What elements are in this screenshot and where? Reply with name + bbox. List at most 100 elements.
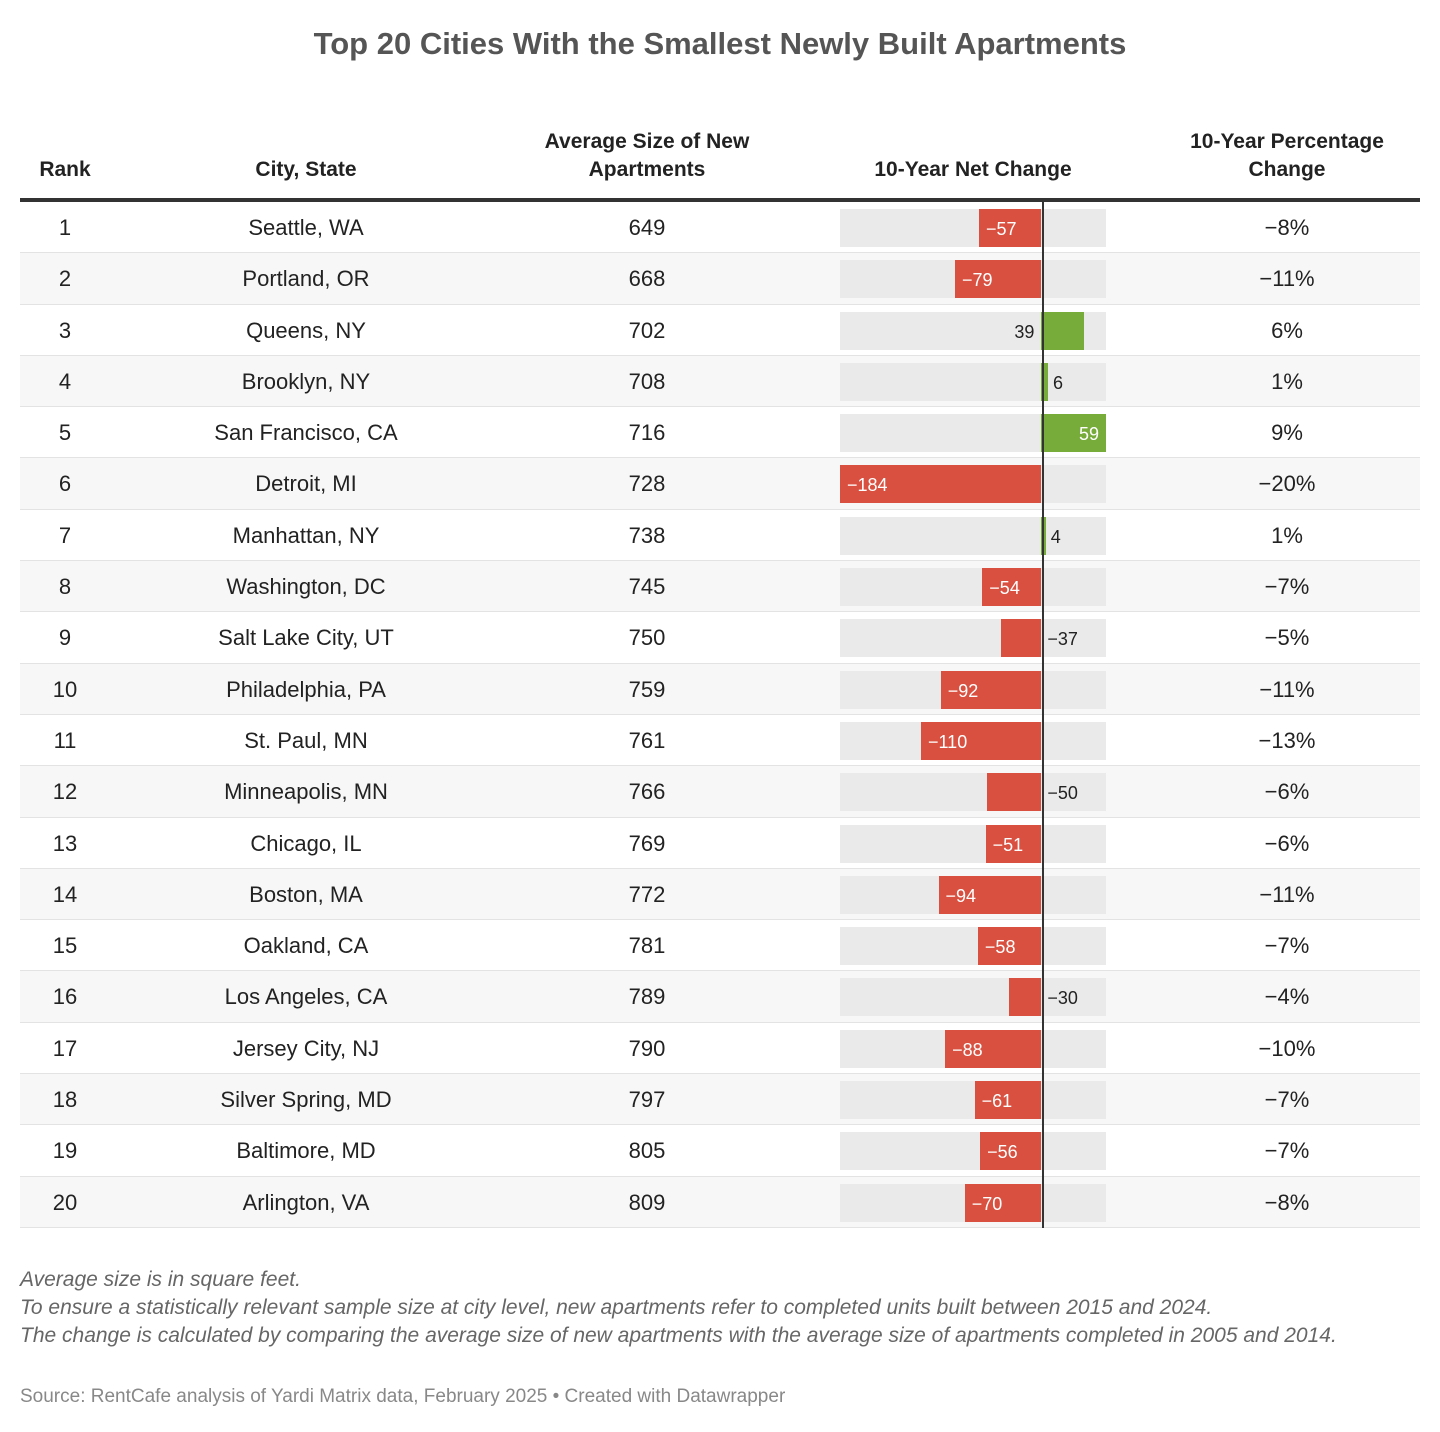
size-cell: 797	[628, 1087, 666, 1113]
zero-line	[1042, 612, 1044, 664]
header-size-line1: Average Size of New	[544, 130, 750, 153]
pct-cell: −13%	[1258, 727, 1316, 753]
bar-value-label: −56	[987, 1142, 1018, 1163]
negative-bar	[986, 773, 1042, 812]
header-size-line2: Apartments	[588, 158, 706, 181]
zero-line	[1042, 714, 1044, 767]
header-rank[interactable]: Rank	[39, 158, 91, 181]
zero-line	[1042, 407, 1044, 459]
negative-bar	[1008, 978, 1042, 1017]
rank-cell: 18	[52, 1087, 78, 1113]
pct-cell: −7%	[1264, 933, 1310, 959]
table-row: 11 St. Paul, MN 761 −13% −110	[20, 714, 1420, 767]
rank-cell: 8	[58, 574, 72, 600]
size-cell: 809	[628, 1189, 666, 1215]
bar-value-label: −37	[1047, 629, 1078, 650]
bar-value-label: −30	[1047, 988, 1078, 1009]
pct-cell: −7%	[1264, 574, 1310, 600]
positive-bar	[1041, 311, 1085, 350]
table-row: 7 Manhattan, NY 738 1% 4	[20, 509, 1420, 562]
header-pct-line2: Change	[1248, 158, 1326, 181]
bar-value-label: −58	[984, 937, 1016, 958]
rank-cell: 16	[52, 984, 78, 1010]
table-row: 13 Chicago, IL 769 −6% −51	[20, 817, 1420, 869]
size-cell: 702	[628, 317, 666, 343]
table-row: 17 Jersey City, NJ 790 −10% −88	[20, 1022, 1420, 1075]
zero-line	[1042, 817, 1044, 869]
bar-value-label: −57	[986, 219, 1017, 239]
bar-value-label: −88	[952, 1039, 983, 1060]
rank-cell: 19	[52, 1138, 78, 1164]
negative-bar	[1000, 619, 1042, 658]
table-row: 12 Minneapolis, MN 766 −6% −50	[20, 766, 1420, 818]
city-cell: Manhattan, NY	[232, 522, 380, 548]
pct-cell: −20%	[1258, 471, 1316, 497]
table-header: Rank City, State Average Size of New Apar…	[20, 118, 1420, 202]
table-row: 20 Arlington, VA 809 −8% −70	[20, 1176, 1420, 1228]
bar-background	[840, 516, 1106, 555]
size-cell: 708	[628, 368, 666, 394]
source-line: Source: RentCafe analysis of Yardi Matri…	[20, 1386, 786, 1407]
rank-cell: 1	[58, 215, 72, 240]
size-cell: 750	[628, 625, 666, 651]
city-cell: Seattle, WA	[248, 215, 364, 240]
header-net-change[interactable]: 10-Year Net Change	[874, 158, 1072, 181]
bar-background	[840, 978, 1106, 1017]
pct-cell: −11%	[1259, 266, 1315, 292]
table-row: 4 Brooklyn, NY 708 1% 6	[20, 355, 1420, 408]
zero-line	[1042, 1125, 1044, 1177]
bar-background	[840, 824, 1106, 863]
bar-background	[840, 927, 1106, 966]
zero-line	[1042, 304, 1044, 356]
city-cell: Boston, MA	[249, 881, 363, 907]
bar-value-label: −51	[992, 834, 1024, 855]
bar-value-label: −54	[989, 578, 1020, 599]
rank-cell: 3	[58, 317, 72, 343]
size-cell: 759	[628, 676, 666, 702]
zero-line	[1042, 766, 1044, 818]
header-size[interactable]: Average Size of New Apartments	[497, 128, 797, 184]
city-cell: Portland, OR	[242, 266, 370, 292]
city-cell: San Francisco, CA	[214, 420, 398, 446]
zero-line	[1042, 868, 1044, 921]
city-cell: Jersey City, NJ	[232, 1035, 380, 1061]
note: Average size is in square feet.	[20, 1268, 301, 1291]
header-pct-line1: 10-Year Percentage	[1190, 130, 1384, 153]
city-cell: Minneapolis, MN	[224, 779, 388, 805]
negative-bar	[940, 670, 1042, 709]
bar-value-label: 59	[1078, 424, 1099, 445]
header-pct-change[interactable]: 10-Year Percentage Change	[1137, 128, 1437, 184]
negative-bar	[840, 465, 1042, 504]
negative-bar	[985, 824, 1042, 863]
table-row: 10 Philadelphia, PA 759 −11% −92	[20, 663, 1420, 715]
pct-cell: −8%	[1264, 1189, 1310, 1215]
pct-cell: 1%	[1271, 368, 1303, 394]
negative-bar	[977, 927, 1042, 966]
pct-cell: −5%	[1264, 625, 1310, 651]
table-row: 8 Washington, DC 745 −7% −54	[20, 561, 1420, 613]
zero-line	[1042, 1074, 1044, 1126]
city-cell: Baltimore, MD	[236, 1138, 376, 1164]
size-cell: 766	[628, 779, 666, 805]
rank-cell: 11	[53, 727, 77, 753]
pct-cell: 1%	[1271, 522, 1303, 548]
bar-value-label: −61	[981, 1091, 1013, 1112]
city-cell: Salt Lake City, UT	[218, 625, 394, 651]
zero-line	[1042, 202, 1044, 254]
size-cell: 761	[628, 727, 666, 753]
rank-cell: 9	[58, 625, 72, 651]
city-cell: Philadelphia, PA	[226, 676, 386, 702]
pct-cell: −6%	[1264, 830, 1310, 856]
city-cell: St. Paul, MN	[244, 727, 368, 753]
bar-background	[840, 1081, 1106, 1120]
pct-cell: −8%	[1264, 215, 1310, 240]
rank-cell: 15	[52, 933, 78, 959]
zero-line	[1042, 663, 1044, 715]
rank-cell: 17	[52, 1035, 78, 1061]
pct-cell: −10%	[1258, 1035, 1316, 1061]
header-city[interactable]: City, State	[255, 158, 357, 181]
city-cell: Brooklyn, NY	[241, 368, 371, 394]
pct-cell: −4%	[1264, 984, 1310, 1010]
negative-bar	[921, 721, 1042, 760]
table-row: 5 San Francisco, CA 716 9% 59	[20, 407, 1420, 459]
